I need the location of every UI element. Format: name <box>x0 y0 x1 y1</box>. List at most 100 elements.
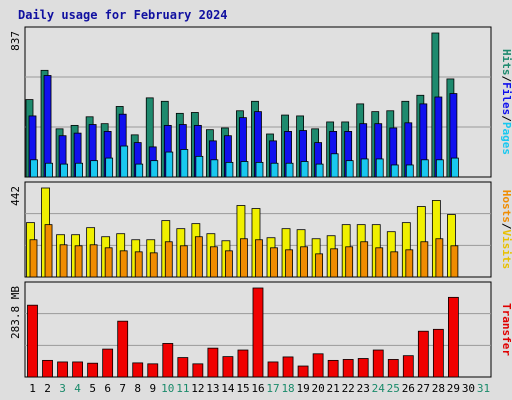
bar-hosts <box>104 247 113 278</box>
day-group-14 <box>221 127 234 178</box>
day-group-19 <box>296 115 309 178</box>
x-tick-label-day-16: 16 <box>251 382 264 395</box>
bar-hosts <box>330 248 339 278</box>
day-group-12 <box>190 112 204 178</box>
bar-pages <box>300 161 309 178</box>
bar-pages <box>405 164 414 178</box>
bar-pages <box>435 159 444 178</box>
x-tick-label-day-21: 21 <box>327 382 340 395</box>
day-group-4 <box>70 124 83 178</box>
x-tick-label-day-26: 26 <box>402 382 415 395</box>
bar-pages <box>120 145 129 178</box>
y-axis-label-part: Transfer <box>500 303 512 356</box>
x-tick-label-day-8: 8 <box>134 382 141 395</box>
bar-pages <box>390 164 399 178</box>
x-tick-label-day-14: 14 <box>221 382 235 395</box>
day-group-5 <box>85 116 99 178</box>
x-tick-label-day-13: 13 <box>206 382 219 395</box>
bar-transfer <box>402 355 414 378</box>
bar-pages <box>195 155 204 178</box>
day-group-23 <box>356 103 369 178</box>
day-group-27 <box>416 94 429 178</box>
x-tick-label-day-19: 19 <box>296 382 309 395</box>
bar-pages <box>315 163 324 178</box>
bar-pages <box>180 149 189 178</box>
bar-hosts <box>194 236 203 278</box>
x-tick-label-day-24: 24 <box>372 382 386 395</box>
day-group-18 <box>281 114 294 178</box>
bar-hosts <box>255 239 263 278</box>
bar-pages <box>360 158 369 178</box>
bar-transfer <box>72 361 83 378</box>
bar-transfer <box>102 348 114 378</box>
bar-transfer <box>312 353 324 378</box>
bar-pages <box>60 163 68 178</box>
y-axis-label-part: Files <box>500 82 512 115</box>
bar-pages <box>90 160 99 178</box>
bar-pages <box>75 162 83 178</box>
day-group-24 <box>371 111 384 178</box>
day-group-21 <box>326 121 339 178</box>
y-axis-label-part: / <box>500 223 512 230</box>
y-tick-label-2: 283.8 MB <box>9 286 22 339</box>
bar-transfer <box>87 362 99 378</box>
bar-pages <box>210 159 219 178</box>
y-axis-label-2: Transfer <box>500 303 512 356</box>
y-axis-label-0: Hits/Files/Pages <box>500 49 512 155</box>
day-group-20 <box>311 128 324 178</box>
bar-transfer <box>147 363 159 378</box>
x-tick-label-day-29: 29 <box>447 382 460 395</box>
day-group-6 <box>100 123 114 178</box>
x-tick-label-day-27: 27 <box>417 382 430 395</box>
bar-hosts <box>44 224 53 278</box>
day-group-16 <box>251 100 264 178</box>
bar-hosts <box>450 245 459 278</box>
bar-pages <box>240 161 249 178</box>
bar-pages <box>105 157 114 178</box>
bar-pages <box>30 159 38 178</box>
bar-pages <box>420 159 429 178</box>
bar-pages <box>285 162 294 178</box>
bar-pages <box>45 162 53 178</box>
day-group-8 <box>130 134 144 178</box>
bar-hosts <box>59 244 68 278</box>
bar-transfer <box>357 358 369 378</box>
day-group-9 <box>145 97 159 178</box>
bar-transfer <box>207 347 219 378</box>
day-group-3 <box>55 128 68 178</box>
x-tick-label-day-25: 25 <box>387 382 400 395</box>
day-group-15 <box>236 110 249 178</box>
bar-transfer <box>267 361 279 378</box>
bar-hosts <box>300 246 308 278</box>
bar-hosts <box>285 249 293 278</box>
bar-transfer <box>192 363 204 378</box>
bar-pages <box>135 163 144 178</box>
bar-transfer <box>432 328 444 378</box>
x-tick-label-day-1: 1 <box>29 382 36 395</box>
bar-hosts <box>375 247 384 278</box>
x-tick-label-day-18: 18 <box>281 382 294 395</box>
x-tick-label-day-4: 4 <box>74 382 81 395</box>
bar-hosts <box>164 241 173 278</box>
bar-transfer <box>162 343 174 378</box>
x-tick-label-day-12: 12 <box>191 382 204 395</box>
bar-pages <box>330 153 339 178</box>
y-axis-label-part: Visits <box>500 230 512 270</box>
bar-transfer <box>222 356 234 378</box>
x-tick-label-day-2: 2 <box>44 382 51 395</box>
y-axis-label-part: Hosts <box>500 190 512 223</box>
day-group-7 <box>115 106 129 178</box>
bar-hosts <box>74 245 83 278</box>
x-tick-label-day-11: 11 <box>176 382 189 395</box>
chart-title: Daily usage for February 2024 <box>18 8 228 22</box>
bar-hosts <box>390 251 399 278</box>
bar-transfer <box>342 359 354 378</box>
x-tick-label-day-6: 6 <box>104 382 111 395</box>
bar-pages <box>345 160 354 178</box>
bar-pages <box>451 157 459 178</box>
bar-hosts <box>89 244 98 278</box>
y-axis-label-part: / <box>500 76 512 83</box>
day-group-22 <box>341 121 354 178</box>
bar-transfer <box>237 349 249 378</box>
bar-pages <box>255 161 264 178</box>
